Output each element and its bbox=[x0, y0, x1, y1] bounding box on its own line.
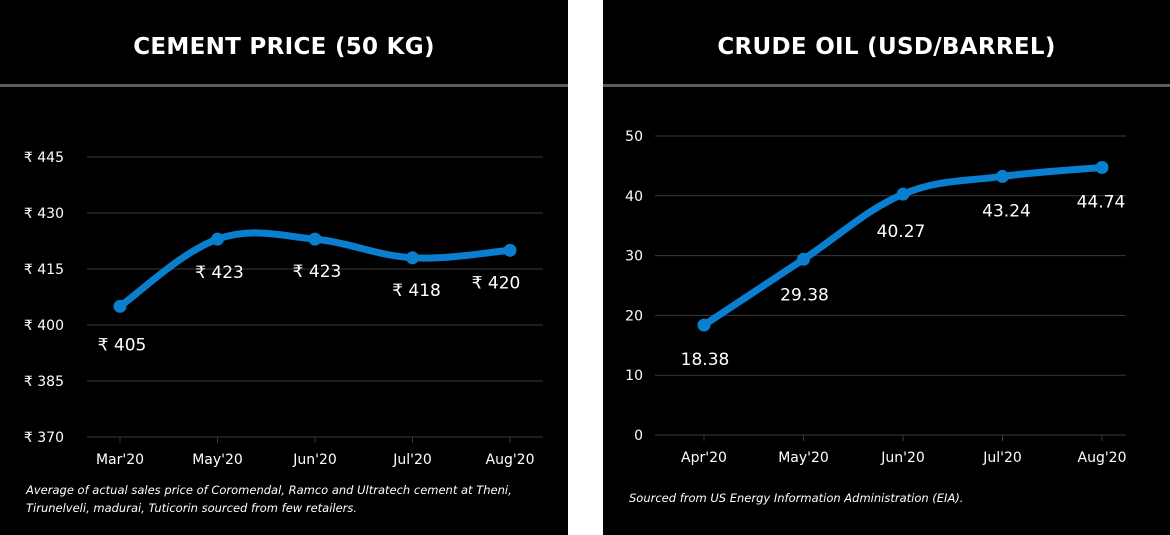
data-label: 40.27 bbox=[877, 222, 926, 242]
y-tick-label: ₹ 430 bbox=[24, 206, 64, 222]
y-tick-label: ₹ 385 bbox=[24, 374, 64, 390]
y-tick-label: 20 bbox=[625, 308, 643, 324]
x-tick-label: Aug'20 bbox=[1078, 450, 1127, 466]
title-divider bbox=[0, 84, 568, 87]
data-label: 44.74 bbox=[1077, 192, 1126, 212]
data-label: 18.38 bbox=[681, 350, 730, 370]
title-divider bbox=[603, 84, 1170, 87]
y-tick-label: ₹ 370 bbox=[24, 430, 64, 446]
cement-price-chart: ₹ 370 ₹ 385 ₹ 400 ₹ 415 ₹ 430 ₹ 445 Mar'20 May'… bbox=[24, 150, 543, 468]
data-point bbox=[308, 232, 322, 246]
chart-footnote: Average of actual sales price of Coromen… bbox=[26, 483, 512, 515]
data-point bbox=[113, 299, 127, 313]
data-label: ₹ 405 bbox=[98, 335, 147, 355]
x-tick-label: Jul'20 bbox=[982, 450, 1022, 466]
y-tick-label: ₹ 415 bbox=[24, 262, 64, 278]
x-tick-label: Aug'20 bbox=[486, 452, 535, 468]
data-label: ₹ 423 bbox=[293, 262, 342, 282]
chart-footnote: Sourced from US Energy Information Admin… bbox=[629, 491, 964, 505]
y-tick-label: 50 bbox=[625, 129, 643, 145]
data-label: 43.24 bbox=[982, 201, 1031, 221]
x-tick-label: May'20 bbox=[778, 450, 829, 466]
crude-oil-panel: CRUDE OIL (USD/BARREL) 0 10 20 30 40 50 Apr'20… bbox=[603, 0, 1170, 535]
data-point bbox=[406, 251, 419, 265]
data-point bbox=[797, 252, 810, 266]
data-point bbox=[503, 243, 517, 257]
x-tick-label: Jul'20 bbox=[392, 452, 432, 468]
data-point bbox=[697, 318, 711, 332]
y-tick-label: ₹ 400 bbox=[24, 318, 64, 334]
data-label: ₹ 418 bbox=[392, 281, 441, 301]
data-point bbox=[1095, 160, 1109, 174]
cement-price-panel: CEMENT PRICE (50 KG) ₹ 370 ₹ 385 ₹ 400 ₹ 41… bbox=[0, 0, 568, 535]
x-tick-label: May'20 bbox=[192, 452, 243, 468]
y-tick-label: 40 bbox=[625, 189, 643, 205]
x-tick-label: Mar'20 bbox=[96, 452, 144, 468]
y-tick-label: 10 bbox=[625, 368, 643, 384]
data-label: ₹ 423 bbox=[195, 263, 244, 283]
chart-title: CRUDE OIL (USD/BARREL) bbox=[717, 34, 1056, 60]
y-tick-label: 0 bbox=[634, 428, 643, 444]
data-point bbox=[211, 232, 224, 246]
data-point bbox=[996, 169, 1009, 183]
data-label: ₹ 420 bbox=[472, 273, 521, 293]
x-tick-label: Jun'20 bbox=[880, 450, 925, 466]
chart-title: CEMENT PRICE (50 KG) bbox=[133, 34, 435, 60]
x-tick-label: Jun'20 bbox=[292, 452, 337, 468]
y-tick-label: ₹ 445 bbox=[24, 150, 64, 166]
data-point bbox=[896, 187, 910, 201]
crude-oil-chart: 0 10 20 30 40 50 Apr'20 May'20 Jun'20 Jul'20 Aug'2… bbox=[625, 129, 1127, 466]
x-tick-label: Apr'20 bbox=[681, 450, 727, 466]
data-label: 29.38 bbox=[780, 285, 829, 305]
y-tick-label: 30 bbox=[625, 249, 643, 265]
